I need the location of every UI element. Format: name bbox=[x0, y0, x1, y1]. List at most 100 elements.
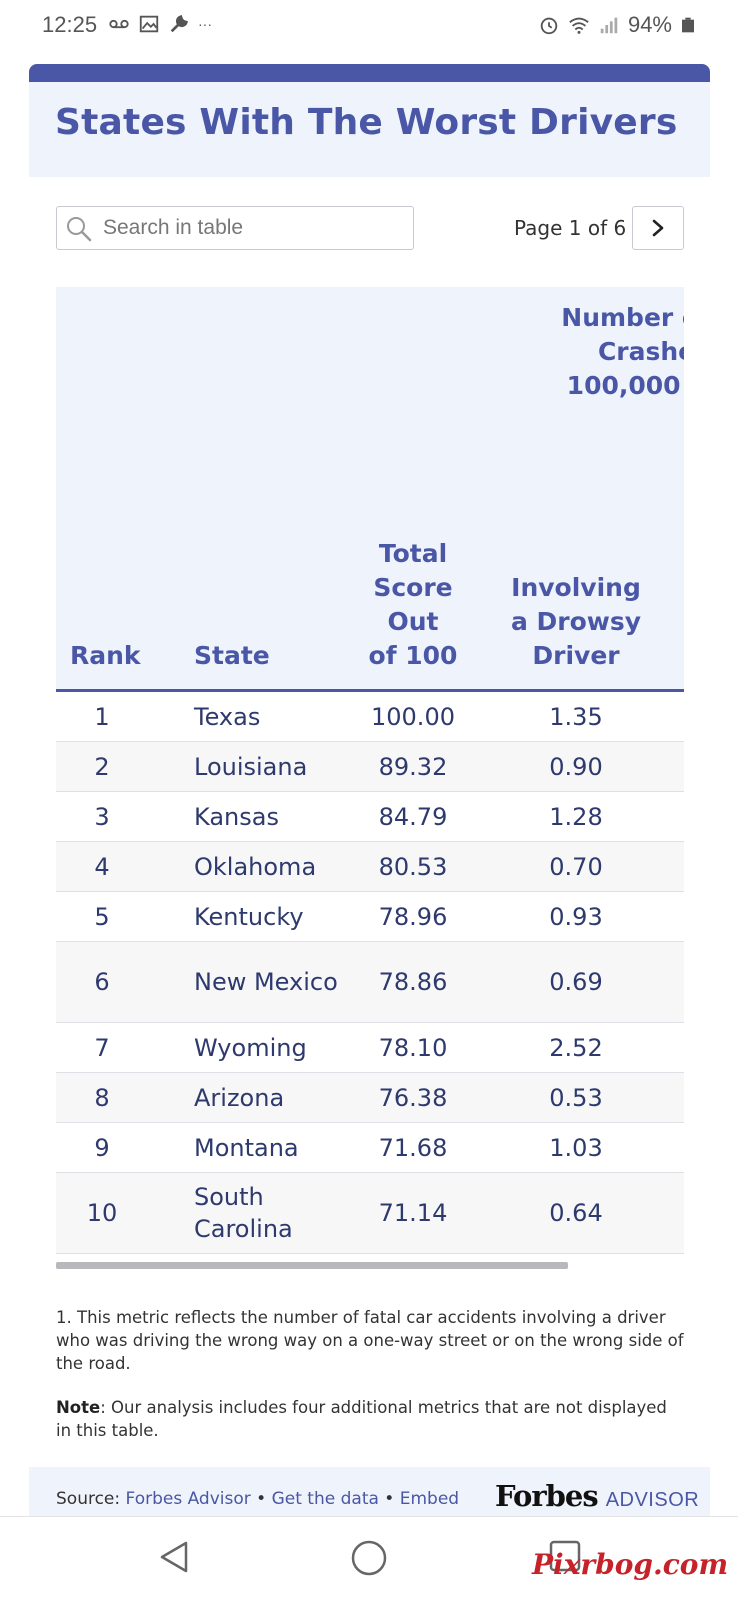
cell-drowsy: 1.35 bbox=[549, 702, 603, 731]
data-table: Number of Crashes 100,000 D Rank State T… bbox=[56, 287, 684, 1267]
cell-score: 78.96 bbox=[378, 902, 448, 931]
source-text: Source: Forbes Advisor • Get the data • … bbox=[56, 1489, 459, 1509]
cell-score: 78.10 bbox=[378, 1033, 448, 1062]
table-row: 9 Montana 71.68 1.03 bbox=[56, 1123, 684, 1173]
source-separator: • bbox=[378, 1489, 400, 1509]
source-link-forbes-advisor[interactable]: Forbes Advisor bbox=[125, 1489, 251, 1509]
cell-state: Montana bbox=[194, 1133, 299, 1162]
column-header-state[interactable]: State bbox=[194, 641, 270, 670]
cell-score: 78.86 bbox=[378, 968, 448, 996]
cell-score: 76.38 bbox=[378, 1083, 448, 1112]
battery-percent: 94% bbox=[627, 12, 672, 37]
cell-score: 71.14 bbox=[378, 1199, 448, 1227]
column-header-score[interactable]: Total Score Out of 100 bbox=[368, 539, 458, 670]
cell-drowsy: 0.64 bbox=[549, 1199, 603, 1227]
page-title: States With The Worst Drivers bbox=[55, 102, 678, 143]
note-label: Note bbox=[56, 1398, 101, 1417]
pagination-label: Page 1 of 6 bbox=[514, 216, 627, 240]
table-body: 1 Texas 100.00 1.35 2 Louisiana 89.32 0.… bbox=[56, 692, 684, 1254]
cell-score: 71.68 bbox=[378, 1133, 448, 1162]
cell-rank: 10 bbox=[86, 1199, 118, 1227]
cell-state: Kansas bbox=[194, 802, 279, 831]
cell-state: South Carolina bbox=[194, 1183, 293, 1243]
status-icons-left: ··· bbox=[108, 13, 212, 35]
cell-state: Arizona bbox=[194, 1083, 285, 1112]
table-row: 2 Louisiana 89.32 0.90 bbox=[56, 742, 684, 792]
cell-drowsy: 0.53 bbox=[549, 1083, 603, 1112]
status-icons-right: 94% bbox=[538, 12, 696, 38]
cell-drowsy: 2.52 bbox=[549, 1033, 603, 1062]
forbes-advisor-logo[interactable]: Forbes ADVISOR bbox=[495, 1479, 699, 1513]
cell-score: 80.53 bbox=[378, 852, 448, 881]
cell-state: Texas bbox=[194, 702, 261, 731]
brand-advisor: ADVISOR bbox=[605, 1489, 700, 1511]
table-head: Number of Crashes 100,000 D Rank State T… bbox=[56, 287, 684, 689]
search-input[interactable] bbox=[103, 207, 403, 249]
cell-rank: 4 bbox=[94, 852, 110, 881]
cell-rank: 2 bbox=[94, 752, 110, 781]
cell-state: Louisiana bbox=[194, 752, 308, 781]
table-row: 1 Texas 100.00 1.35 bbox=[56, 692, 684, 742]
chevron-right-icon bbox=[652, 219, 664, 237]
cell-drowsy: 0.69 bbox=[549, 968, 603, 996]
cell-rank: 5 bbox=[94, 902, 110, 931]
search-icon bbox=[67, 217, 92, 242]
watermark: Pixrbog.com bbox=[532, 1548, 729, 1581]
source-prefix: Source: bbox=[56, 1489, 126, 1509]
cell-score: 84.79 bbox=[378, 802, 448, 831]
table-row: 7 Wyoming 78.10 2.52 bbox=[56, 1023, 684, 1073]
status-time: 12:25 bbox=[42, 12, 98, 37]
cell-state: Kentucky bbox=[194, 902, 304, 931]
source-bar: Source: Forbes Advisor • Get the data • … bbox=[29, 1467, 710, 1517]
more-icon: ··· bbox=[198, 16, 212, 32]
back-icon[interactable] bbox=[156, 1539, 192, 1575]
cell-rank: 8 bbox=[94, 1083, 110, 1112]
column-header-rank[interactable]: Rank bbox=[70, 641, 141, 670]
source-separator: • bbox=[250, 1489, 272, 1509]
wrench-icon bbox=[170, 15, 188, 33]
cell-drowsy: 1.03 bbox=[549, 1133, 603, 1162]
cell-rank: 6 bbox=[94, 968, 110, 996]
cell-state: New Mexico bbox=[194, 968, 338, 996]
signal-icon bbox=[600, 17, 618, 34]
cell-rank: 1 bbox=[94, 702, 110, 731]
column-group-header[interactable]: Number of Crashes 100,000 D bbox=[561, 303, 684, 400]
footnote-1: 1. This metric reflects the number of fa… bbox=[56, 1308, 684, 1373]
cell-state: Oklahoma bbox=[194, 852, 317, 881]
header-divider bbox=[56, 689, 684, 692]
cell-drowsy: 0.93 bbox=[549, 902, 603, 931]
footnote-note: Note: Our analysis includes four additio… bbox=[56, 1396, 686, 1442]
alarm-icon bbox=[540, 17, 558, 35]
cell-drowsy: 0.70 bbox=[549, 852, 603, 881]
recents-icon[interactable] bbox=[548, 1539, 582, 1573]
home-icon[interactable] bbox=[350, 1539, 388, 1577]
brand-forbes: Forbes bbox=[495, 1479, 599, 1513]
get-the-data-link[interactable]: Get the data bbox=[271, 1489, 379, 1509]
next-page-button[interactable] bbox=[632, 206, 684, 250]
table-row: 5 Kentucky 78.96 0.93 bbox=[56, 892, 684, 942]
voicemail-icon bbox=[109, 19, 129, 29]
battery-icon bbox=[682, 17, 694, 33]
cell-score: 100.00 bbox=[371, 702, 455, 731]
cell-rank: 3 bbox=[94, 802, 110, 831]
table-row: 10 South Carolina 71.14 0.64 bbox=[56, 1173, 684, 1254]
system-nav-bar bbox=[0, 1516, 738, 1600]
table-header-card: States With The Worst Drivers bbox=[29, 64, 710, 177]
table-row: 4 Oklahoma 80.53 0.70 bbox=[56, 842, 684, 892]
table-row: 8 Arizona 76.38 0.53 bbox=[56, 1073, 684, 1123]
cell-drowsy: 1.28 bbox=[549, 802, 603, 831]
search-box[interactable] bbox=[56, 206, 414, 250]
table-row: 3 Kansas 84.79 1.28 bbox=[56, 792, 684, 842]
column-header-drowsy[interactable]: Involving a Drowsy Driver bbox=[510, 573, 642, 670]
cell-rank: 7 bbox=[94, 1033, 110, 1062]
wifi-icon bbox=[569, 17, 589, 34]
horizontal-scrollbar[interactable] bbox=[56, 1262, 568, 1269]
table-row: 6 New Mexico 78.86 0.69 bbox=[56, 942, 684, 1023]
cell-rank: 9 bbox=[94, 1133, 110, 1162]
embed-link[interactable]: Embed bbox=[399, 1489, 460, 1509]
cell-state: Wyoming bbox=[194, 1033, 307, 1062]
status-bar: 12:25 ··· 94% bbox=[0, 0, 738, 50]
cell-score: 89.32 bbox=[378, 752, 448, 781]
note-text: : Our analysis includes four additional … bbox=[56, 1398, 667, 1440]
image-icon bbox=[139, 15, 159, 33]
